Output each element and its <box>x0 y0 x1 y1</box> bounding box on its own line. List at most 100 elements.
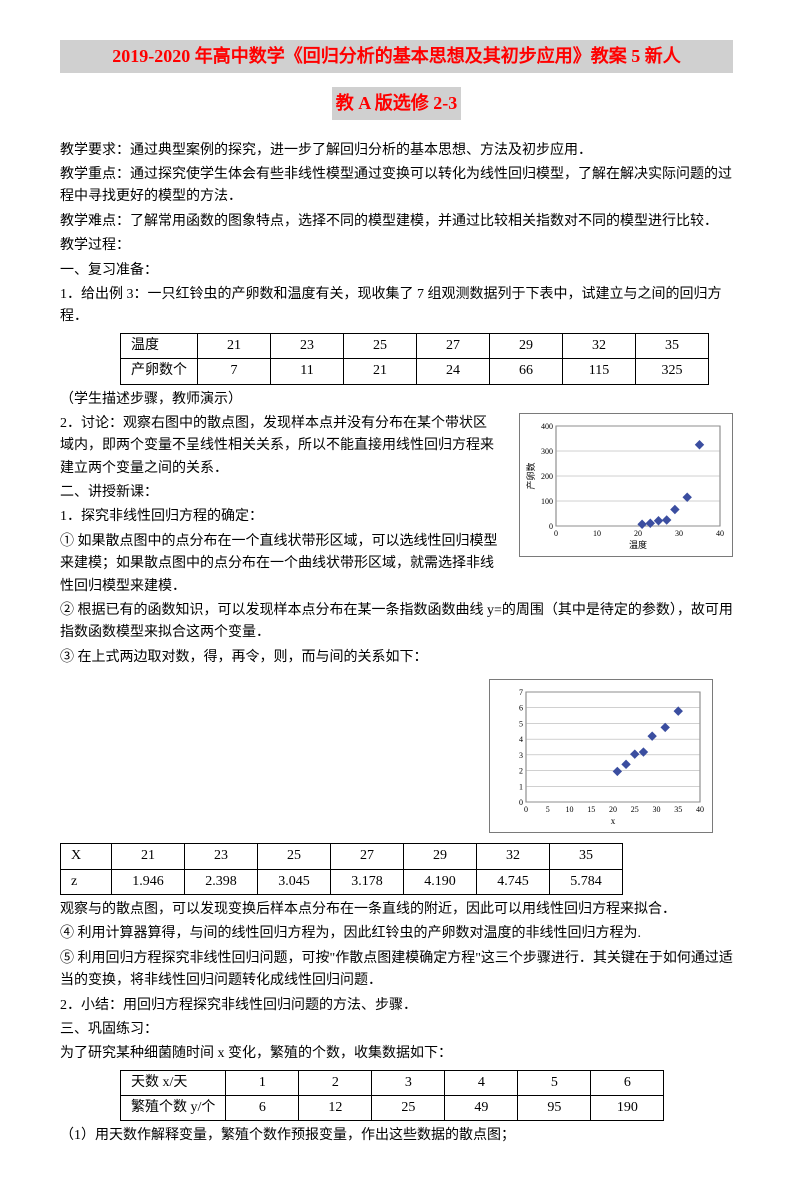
table-cell: 4.745 <box>477 869 550 894</box>
table-cell: 29 <box>404 844 477 869</box>
section-2-2: 2．小结：用回归方程探究非线性回归问题的方法、步骤． <box>60 995 733 1017</box>
table-cell: 95 <box>518 1096 591 1121</box>
observation: 观察与的散点图，可以发现变换后样本点分布在一条直线的附近，因此可以用线性回归方程… <box>60 899 733 921</box>
scatter-chart-2: 012345670510152025303540x <box>489 679 713 833</box>
table-2: X 21 23 25 27 29 32 35 z 1.946 2.398 3.0… <box>60 843 623 895</box>
svg-text:100: 100 <box>541 497 553 506</box>
section-2-1-5: ⑤ 利用回归方程探究非线性回归问题，可按"作散点图建模确定方程"这三个步骤进行．… <box>60 948 733 993</box>
svg-text:40: 40 <box>696 805 704 814</box>
svg-text:20: 20 <box>634 529 642 538</box>
table-cell: 25 <box>344 333 417 358</box>
svg-text:400: 400 <box>541 422 553 431</box>
title-sub: 教 A 版选修 2-3 <box>332 87 462 120</box>
table-cell: 3.045 <box>258 869 331 894</box>
section-2-1: 1．探究非线性回归方程的确定： <box>60 506 499 528</box>
table-2-r1h: X <box>61 844 112 869</box>
para-keypoint: 教学重点：通过探究使学生体会有些非线性模型通过变换可以转化为线性回归模型，了解在… <box>60 164 733 209</box>
note-1: （学生描述步骤，教师演示） <box>60 389 733 411</box>
table-cell: 5.784 <box>550 869 623 894</box>
section-2-heading: 二、讲授新课： <box>60 482 499 504</box>
svg-text:2: 2 <box>519 767 523 776</box>
table-cell: 32 <box>477 844 550 869</box>
section-2-1-1: ① 如果散点图中的点分布在一个直线状带形区域，可以选线性回归模型来建模；如果散点… <box>60 531 499 598</box>
table-cell: 6 <box>226 1096 299 1121</box>
table-cell: 21 <box>112 844 185 869</box>
table-cell: 21 <box>344 359 417 384</box>
table-cell: 29 <box>490 333 563 358</box>
svg-text:0: 0 <box>549 522 553 531</box>
scatter-chart-1: 0 100 200 300 400 0 10 20 30 40 温度 产卵数 <box>519 413 733 557</box>
table-cell: 4 <box>445 1070 518 1095</box>
section-3-q1: （1）用天数作解释变量，繁殖个数作预报变量，作出这些数据的散点图； <box>60 1125 733 1147</box>
table-cell: 4.190 <box>404 869 477 894</box>
para-process: 教学过程： <box>60 235 733 257</box>
table-cell: 27 <box>417 333 490 358</box>
svg-text:5: 5 <box>546 805 550 814</box>
para-difficulty: 教学难点：了解常用函数的图象特点，选择不同的模型建模，并通过比较相关指数对不同的… <box>60 211 733 233</box>
svg-text:25: 25 <box>631 805 639 814</box>
svg-text:20: 20 <box>609 805 617 814</box>
svg-text:5: 5 <box>519 720 523 729</box>
section-1-1: 1．给出例 3：一只红铃虫的产卵数和温度有关，现收集了 7 组观测数据列于下表中… <box>60 284 733 329</box>
table-cell: 27 <box>331 844 404 869</box>
table-3-r2h: 繁殖个数 y/个 <box>121 1096 226 1121</box>
table-3: 天数 x/天 1 2 3 4 5 6 繁殖个数 y/个 6 12 25 49 9… <box>120 1070 664 1122</box>
section-2-1-4: ④ 利用计算器算得，与间的线性回归方程为，因此红铃虫的产卵数对温度的非线性回归方… <box>60 923 733 945</box>
section-3-text: 为了研究某种细菌随时间 x 变化，繁殖的个数，收集数据如下： <box>60 1043 733 1065</box>
svg-text:x: x <box>611 816 616 826</box>
table-cell: 23 <box>185 844 258 869</box>
table-cell: 115 <box>563 359 636 384</box>
section-3-heading: 三、巩固练习： <box>60 1019 733 1041</box>
svg-text:30: 30 <box>675 529 683 538</box>
table-cell: 32 <box>563 333 636 358</box>
svg-text:1: 1 <box>519 782 523 791</box>
table-cell: 12 <box>299 1096 372 1121</box>
section-2-1-3: ③ 在上式两边取对数，得，再令，则，而与间的关系如下： <box>60 647 733 669</box>
table-cell: 24 <box>417 359 490 384</box>
table-1-r2h: 产卵数个 <box>121 359 198 384</box>
svg-text:300: 300 <box>541 447 553 456</box>
table-cell: 6 <box>591 1070 664 1095</box>
table-cell: 49 <box>445 1096 518 1121</box>
table-cell: 325 <box>636 359 709 384</box>
table-cell: 35 <box>636 333 709 358</box>
table-cell: 1.946 <box>112 869 185 894</box>
table-cell: 1 <box>226 1070 299 1095</box>
chart-svg: 012345670510152025303540x <box>496 686 706 826</box>
table-cell: 7 <box>198 359 271 384</box>
table-cell: 3.178 <box>331 869 404 894</box>
chart-svg: 0 100 200 300 400 0 10 20 30 40 温度 产卵数 <box>526 420 726 550</box>
svg-text:0: 0 <box>554 529 558 538</box>
para-requirement: 教学要求：通过典型案例的探究，进一步了解回归分析的基本思想、方法及初步应用． <box>60 140 733 162</box>
table-1-r1h: 温度 <box>121 333 198 358</box>
svg-text:35: 35 <box>674 805 682 814</box>
table-3-r1h: 天数 x/天 <box>121 1070 226 1095</box>
section-1-2: 2．讨论：观察右图中的散点图，发现样本点并没有分布在某个带状区域内，即两个变量不… <box>60 413 499 480</box>
table-2-r2h: z <box>61 869 112 894</box>
table-cell: 23 <box>271 333 344 358</box>
svg-text:40: 40 <box>716 529 724 538</box>
svg-text:10: 10 <box>593 529 601 538</box>
section-2-1-2: ② 根据已有的函数知识，可以发现样本点分布在某一条指数函数曲线 y=的周围（其中… <box>60 600 733 645</box>
section-1-heading: 一、复习准备： <box>60 260 733 282</box>
table-cell: 66 <box>490 359 563 384</box>
svg-text:0: 0 <box>524 805 528 814</box>
svg-text:7: 7 <box>519 688 523 697</box>
table-cell: 2.398 <box>185 869 258 894</box>
svg-text:产卵数: 产卵数 <box>526 462 536 489</box>
table-cell: 25 <box>372 1096 445 1121</box>
table-cell: 11 <box>271 359 344 384</box>
table-cell: 25 <box>258 844 331 869</box>
table-cell: 3 <box>372 1070 445 1095</box>
title-main: 2019-2020 年高中数学《回归分析的基本思想及其初步应用》教案 5 新人 <box>60 40 733 73</box>
svg-text:0: 0 <box>519 798 523 807</box>
table-cell: 21 <box>198 333 271 358</box>
svg-text:15: 15 <box>587 805 595 814</box>
table-cell: 2 <box>299 1070 372 1095</box>
svg-text:温度: 温度 <box>629 539 647 550</box>
svg-text:3: 3 <box>519 751 523 760</box>
svg-text:4: 4 <box>519 735 523 744</box>
table-cell: 35 <box>550 844 623 869</box>
svg-text:200: 200 <box>541 472 553 481</box>
svg-text:6: 6 <box>519 704 523 713</box>
